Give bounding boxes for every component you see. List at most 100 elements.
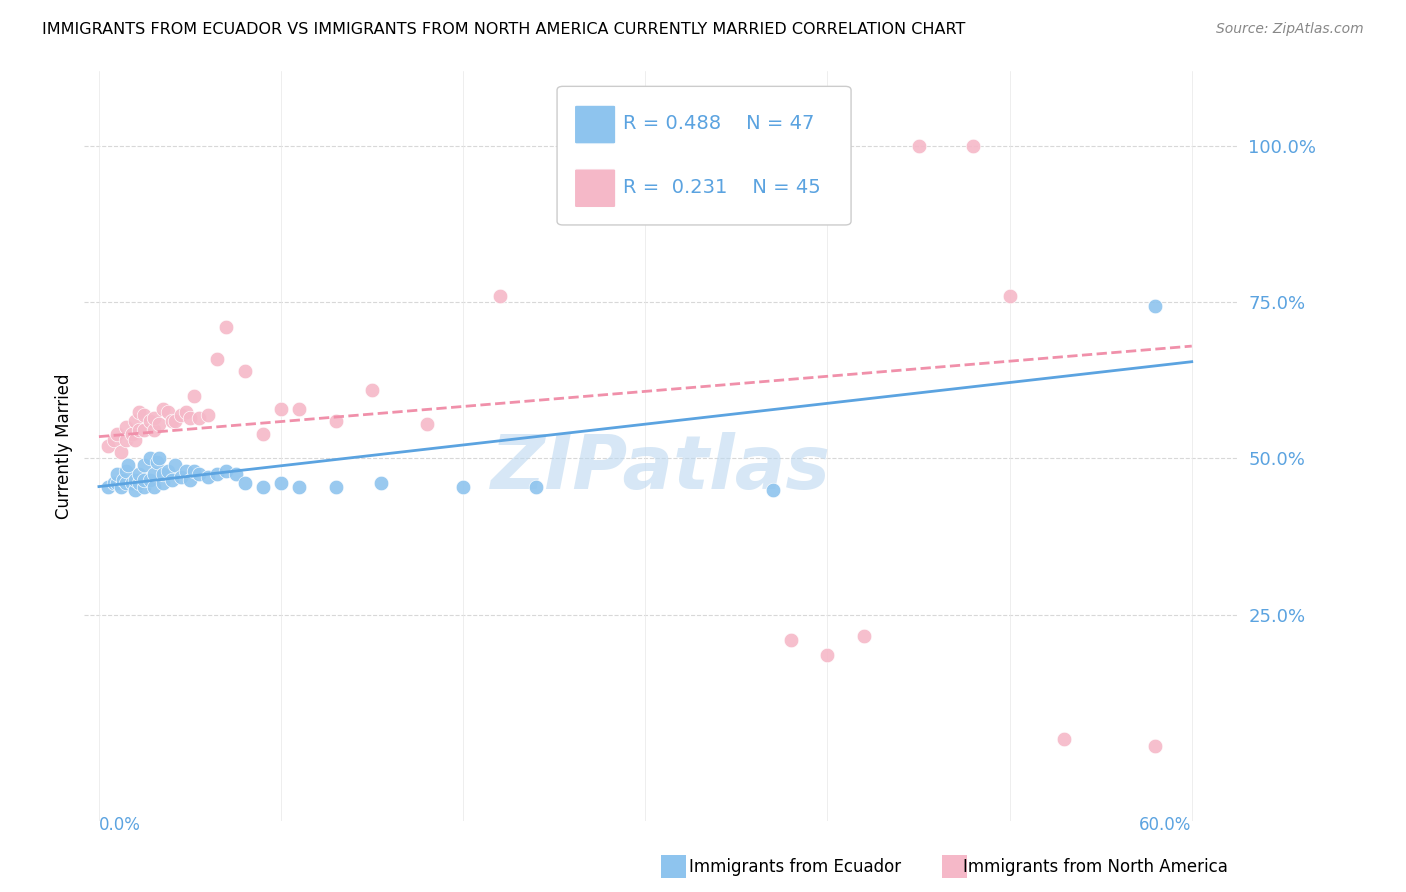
Point [115, 476, 138, 491]
Point [128, 467, 150, 482]
Point [124, 414, 146, 428]
Point [134, 408, 156, 422]
Point [105, 476, 128, 491]
Point [139, 451, 162, 466]
Point [105, 467, 128, 482]
Text: Immigrants from North America: Immigrants from North America [963, 858, 1227, 876]
Point [288, 401, 311, 416]
Point [142, 480, 165, 494]
Point [170, 408, 193, 422]
Point [188, 467, 211, 482]
Point [233, 364, 256, 378]
Point [762, 483, 785, 497]
Point [207, 467, 229, 482]
Point [998, 289, 1021, 303]
Point [121, 476, 143, 491]
Point [325, 480, 347, 494]
Text: 0.0%: 0.0% [98, 815, 141, 834]
Point [188, 411, 211, 425]
Point [165, 458, 187, 472]
Point [252, 480, 274, 494]
Point [134, 480, 156, 494]
Point [183, 464, 205, 478]
Point [215, 320, 238, 334]
Point [139, 414, 162, 428]
Point [270, 476, 292, 491]
Text: 60.0%: 60.0% [1139, 815, 1192, 834]
Point [124, 433, 146, 447]
Point [451, 480, 474, 494]
Text: IMMIGRANTS FROM ECUADOR VS IMMIGRANTS FROM NORTH AMERICA CURRENTLY MARRIED CORRE: IMMIGRANTS FROM ECUADOR VS IMMIGRANTS FR… [42, 22, 966, 37]
Text: R =  0.231    N = 45: R = 0.231 N = 45 [623, 178, 821, 197]
FancyBboxPatch shape [557, 87, 851, 225]
Point [157, 464, 180, 478]
Point [115, 420, 138, 434]
Point [1144, 298, 1167, 313]
Point [152, 401, 174, 416]
Point [233, 476, 256, 491]
Point [134, 424, 156, 438]
Point [160, 473, 183, 487]
Point [148, 451, 170, 466]
Point [110, 480, 132, 494]
Point [416, 417, 439, 432]
Point [197, 470, 219, 484]
Point [134, 458, 156, 472]
Y-axis label: Currently Married: Currently Married [55, 373, 73, 519]
Point [270, 401, 292, 416]
Point [142, 424, 165, 438]
Point [160, 414, 183, 428]
Point [176, 464, 198, 478]
Point [207, 351, 229, 366]
Point [817, 648, 839, 662]
Point [165, 414, 187, 428]
Point [780, 632, 803, 647]
Point [179, 411, 201, 425]
Point [152, 467, 174, 482]
Point [176, 405, 198, 419]
Text: Source: ZipAtlas.com: Source: ZipAtlas.com [1216, 22, 1364, 37]
Point [183, 389, 205, 403]
Point [225, 467, 247, 482]
Point [97, 439, 120, 453]
Point [179, 473, 201, 487]
Point [128, 476, 150, 491]
Point [124, 483, 146, 497]
Point [152, 476, 174, 491]
Point [197, 408, 219, 422]
Point [128, 424, 150, 438]
Point [148, 417, 170, 432]
Point [146, 455, 169, 469]
Point [325, 414, 347, 428]
Point [142, 411, 165, 425]
Point [252, 426, 274, 441]
FancyBboxPatch shape [575, 169, 616, 208]
Text: Immigrants from Ecuador: Immigrants from Ecuador [689, 858, 901, 876]
Point [139, 473, 162, 487]
Point [97, 480, 120, 494]
Point [117, 458, 139, 472]
Point [488, 289, 510, 303]
Text: ZIPatlas: ZIPatlas [491, 432, 831, 505]
Point [128, 405, 150, 419]
Point [962, 139, 984, 153]
FancyBboxPatch shape [575, 105, 616, 144]
Point [134, 473, 156, 487]
Point [142, 467, 165, 482]
Point [157, 405, 180, 419]
Point [170, 470, 193, 484]
Point [1144, 739, 1167, 753]
Point [852, 630, 875, 644]
Point [370, 476, 392, 491]
Point [103, 476, 125, 491]
Point [111, 473, 134, 487]
Point [110, 445, 132, 459]
Point [121, 426, 143, 441]
Point [907, 139, 929, 153]
Point [105, 426, 128, 441]
Point [215, 464, 238, 478]
Point [524, 480, 547, 494]
Point [115, 433, 138, 447]
Point [288, 480, 311, 494]
Point [1053, 732, 1076, 747]
